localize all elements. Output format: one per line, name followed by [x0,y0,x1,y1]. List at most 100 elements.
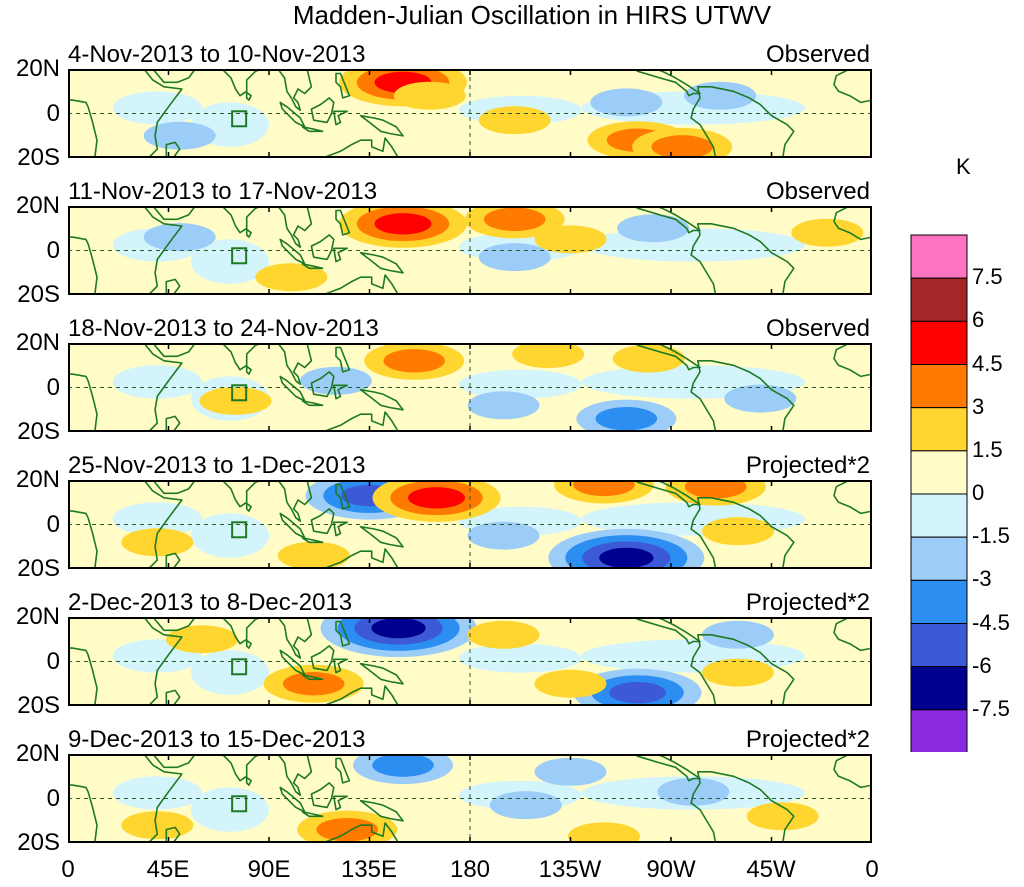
coastline [335,346,351,373]
panel-date-range: 11-Nov-2013 to 17-Nov-2013 [68,178,378,205]
coastline [310,508,335,535]
coastline [690,770,795,843]
colorbar-tick-label: 0 [972,480,985,505]
panel-date-range: 9-Dec-2013 to 15-Dec-2013 [68,726,366,753]
panel-date-range: 25-Nov-2013 to 1-Dec-2013 [68,452,366,479]
coastline [690,633,795,706]
coastline [165,552,181,569]
anomaly-mark [316,817,378,842]
anomaly-mark [612,344,685,373]
colorbar-tick-label: -1.5 [972,523,1010,549]
anomaly-mark [393,81,466,110]
coastline [321,548,400,569]
anomaly-mark [190,513,269,558]
coastline [152,343,197,358]
coastline [165,278,181,295]
anomaly-mark [467,391,540,420]
colorbar-tick-label: 6 [972,307,985,333]
anomaly-mark [478,243,551,272]
colorbar-box [910,364,968,409]
anomaly-mark [112,91,202,125]
coastline [690,85,795,158]
colorbar-box [910,277,968,322]
lon-tick-label: 135E [340,856,398,883]
coastline [245,639,252,649]
panel-date-range: 4-Nov-2013 to 10-Nov-2013 [68,41,366,68]
colorbar-tick-label: 3 [972,393,985,419]
coastline [152,69,197,84]
coastline [152,480,197,495]
coastline [359,251,404,274]
anomaly-mark [458,369,582,399]
coastline [690,496,795,569]
coastline [277,206,313,249]
coastline [634,480,701,508]
anomaly-mark [483,207,546,232]
lon-tick-label: 0 [61,856,75,883]
anomaly-mark [255,263,328,292]
colorbar [910,234,968,752]
anomaly-mark [121,528,194,557]
lon-tick-label: 45E [146,856,190,883]
coastline [332,247,349,263]
panel-type-label: Observed [765,41,870,68]
panel-type-label: Projected*2 [745,589,870,616]
coastline [277,754,313,797]
coastline [321,411,400,432]
anomaly-mark [190,239,269,284]
anomaly-mark [282,672,345,696]
anomaly-mark [383,349,445,373]
lat-tick-label: 0 [46,511,60,538]
anomaly-mark [467,620,540,649]
coastline [301,537,324,544]
coastline [332,384,349,400]
anomaly-mark [684,480,747,499]
panel-map [68,480,872,569]
lon-tick-label: 90E [247,856,291,883]
coastline [321,685,400,706]
anomaly-mark [371,618,426,639]
anomaly-mark [512,343,585,369]
coastline [359,525,404,548]
colorbar-tick-label: 7.5 [972,264,1003,290]
island-outline [231,384,248,402]
anomaly-mark [702,620,774,649]
island-outline [231,110,248,128]
anomaly-mark [408,487,465,509]
lat-tick-label: 20N [15,192,60,219]
colorbar-box [910,579,968,625]
anomaly-mark [458,643,582,673]
colorbar-box [910,623,968,668]
anomaly-mark [702,517,774,546]
coastline [690,359,795,432]
anomaly-mark [489,791,562,820]
colorbar-tick-label: -4.5 [972,609,1010,635]
coastline [277,343,313,386]
coastline [335,757,351,784]
anomaly-mark [112,365,202,399]
panel-date-range: 2-Dec-2013 to 8-Dec-2013 [68,589,353,616]
coastline [301,400,324,407]
coastline [332,521,349,537]
colorbar-tick-label: 4.5 [972,350,1003,376]
coastline [833,69,872,104]
anomaly-mark [724,384,797,413]
coastline [332,795,349,811]
coastline [310,371,335,398]
anomaly-mark [595,406,658,431]
coastline [335,620,351,647]
colorbar-box [910,407,968,452]
anomaly-mark [599,547,654,568]
panel-type-label: Projected*2 [745,452,870,479]
anomaly-mark [143,121,216,150]
coastline [833,206,872,241]
lat-tick-label: 20S [17,555,60,582]
coastline [634,617,701,645]
lat-tick-label: 0 [46,237,60,264]
panel-type-label: Observed [765,315,870,342]
colorbar-box [910,536,968,581]
coastline [310,234,335,261]
anomaly-mark [651,135,713,158]
lat-tick-label: 20S [17,144,60,171]
anomaly-mark [609,681,666,704]
